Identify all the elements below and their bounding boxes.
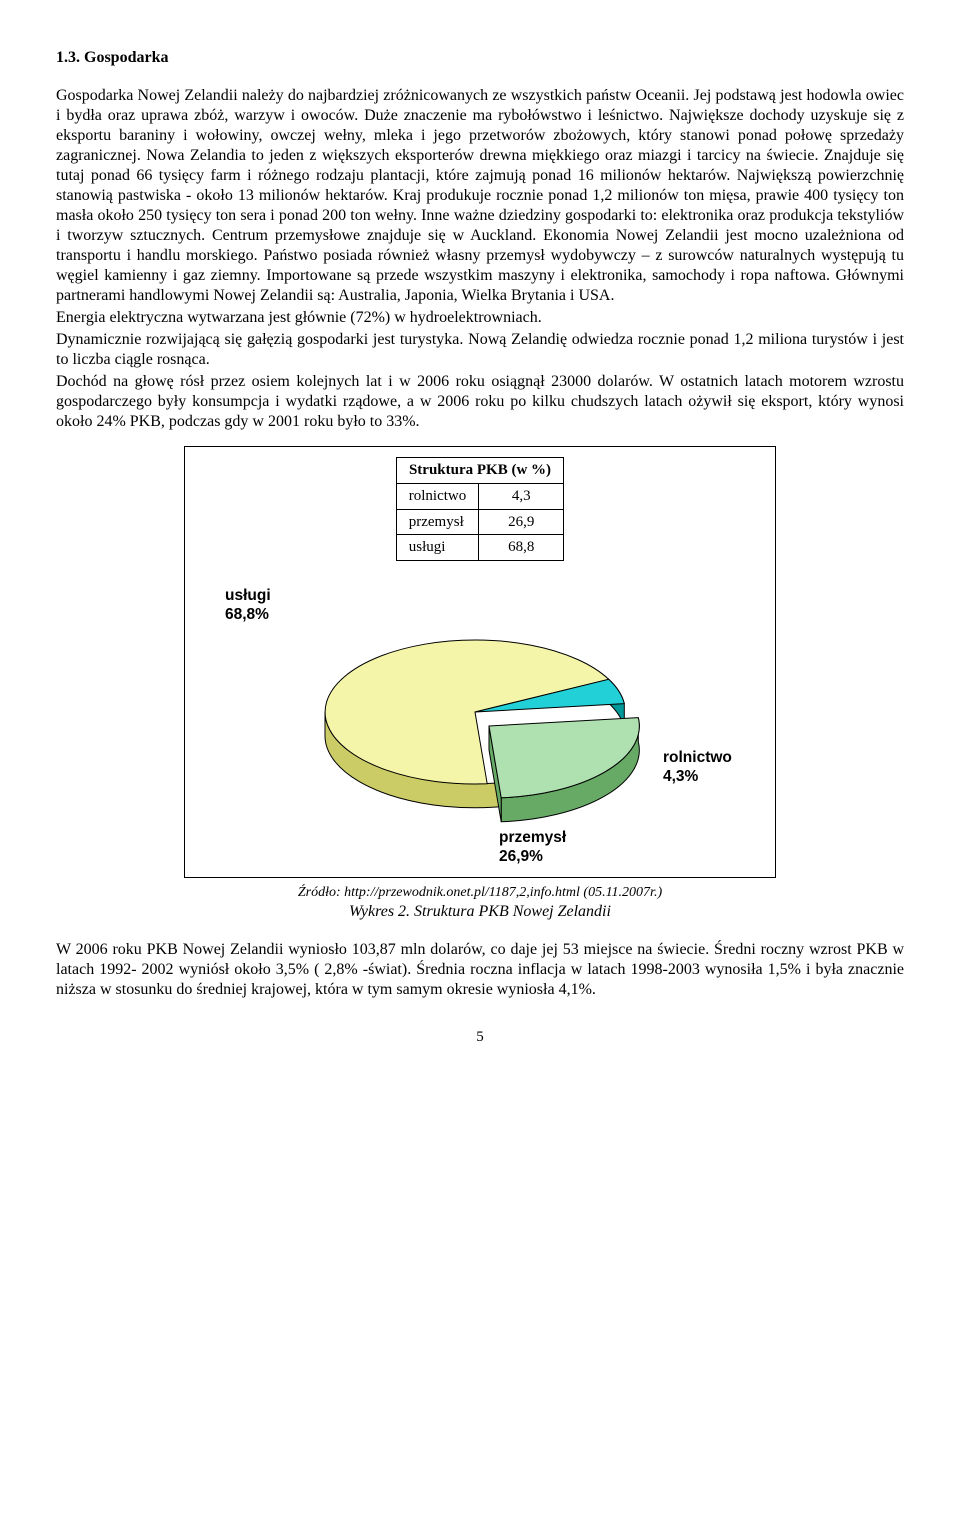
pie-label-przemysl-pct: 26,9%: [499, 848, 543, 865]
section-heading: 1.3. Gospodarka: [56, 48, 904, 68]
pkb-row0-value: 4,3: [479, 483, 564, 509]
pkb-table-title: Struktura PKB (w %): [396, 458, 564, 484]
pie-label-rolnictwo: rolnictwo 4,3%: [663, 749, 732, 786]
pkb-row0-label: rolnictwo: [396, 483, 479, 509]
table-row: przemysł 26,9: [396, 509, 564, 535]
body-paragraph-1: Gospodarka Nowej Zelandii należy do najb…: [56, 86, 904, 306]
pie-label-uslugi: usługi 68,8%: [225, 587, 271, 624]
page-number: 5: [56, 1028, 904, 1047]
pie-label-przemysl: przemysł 26,9%: [499, 829, 566, 866]
pkb-table: Struktura PKB (w %) rolnictwo 4,3 przemy…: [396, 457, 565, 561]
chart-source: Źródło: http://przewodnik.onet.pl/1187,2…: [56, 884, 904, 902]
pie-chart-svg: [315, 617, 655, 837]
chart-title: Wykres 2. Struktura PKB Nowej Zelandii: [56, 902, 904, 922]
pkb-chart-container: Struktura PKB (w %) rolnictwo 4,3 przemy…: [184, 446, 776, 878]
pkb-row2-label: usługi: [396, 535, 479, 561]
body-paragraph-4: Dochód na głowę rósł przez osiem kolejny…: [56, 372, 904, 432]
pie-label-rolnictwo-pct: 4,3%: [663, 768, 698, 785]
table-row: rolnictwo 4,3: [396, 483, 564, 509]
pkb-row1-label: przemysł: [396, 509, 479, 535]
chart-caption: Źródło: http://przewodnik.onet.pl/1187,2…: [56, 884, 904, 922]
body-paragraph-2: Energia elektryczna wytwarzana jest głów…: [56, 308, 904, 328]
pkb-row1-value: 26,9: [479, 509, 564, 535]
pie-label-uslugi-name: usługi: [225, 587, 271, 604]
table-row: usługi 68,8: [396, 535, 564, 561]
pie-chart-area: usługi 68,8% rolnictwo 4,3%: [185, 567, 775, 877]
pie-label-uslugi-pct: 68,8%: [225, 606, 269, 623]
pie-label-przemysl-name: przemysł: [499, 829, 566, 846]
pie-label-rolnictwo-name: rolnictwo: [663, 749, 732, 766]
pkb-row2-value: 68,8: [479, 535, 564, 561]
body-paragraph-3: Dynamicznie rozwijającą się gałęzią gosp…: [56, 330, 904, 370]
body-paragraph-5: W 2006 roku PKB Nowej Zelandii wyniosło …: [56, 940, 904, 1000]
